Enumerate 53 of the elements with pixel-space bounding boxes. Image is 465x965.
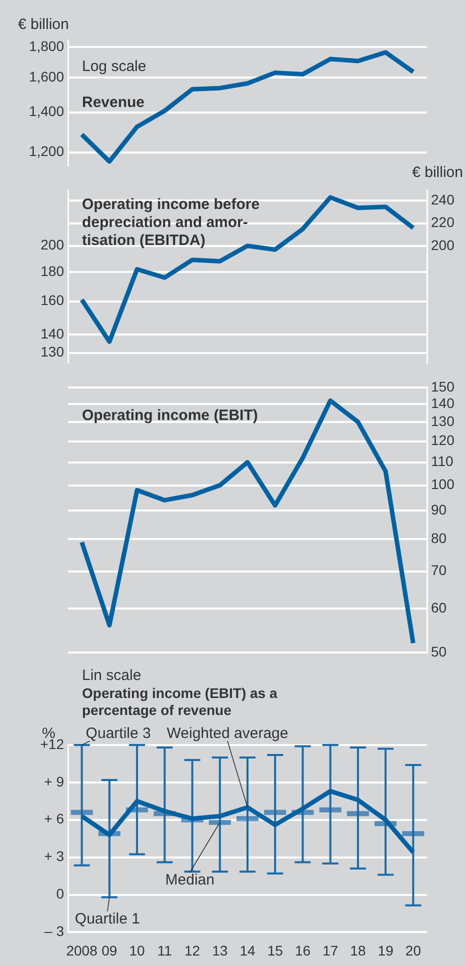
annotation: Median — [165, 871, 214, 888]
y-tick-label: 140 — [40, 325, 64, 342]
text: Operating income before depreciation and amor-tisation (EBITDA) — [82, 196, 261, 250]
y2-tick-label: 100 — [431, 476, 455, 492]
y2-tick-label: 130 — [431, 412, 455, 429]
y-tick-label: 160 — [40, 292, 64, 308]
annotation: Weighted average — [166, 725, 288, 742]
y2-tick-label: 110 — [431, 453, 454, 470]
y2-tick-label: 220 — [431, 214, 455, 230]
y2-tick-label: 60 — [431, 599, 447, 616]
y-tick-label: 180 — [40, 262, 64, 279]
x-tick-label: 16 — [294, 942, 311, 958]
x-tick-label: 09 — [102, 942, 118, 958]
x-tick-label: 18 — [350, 942, 366, 958]
text: Revenue — [82, 94, 146, 112]
y2-tick-label: 140 — [431, 394, 455, 411]
y2-axis-title: € billion — [412, 164, 463, 182]
y2-tick-label: 80 — [431, 530, 447, 546]
x-tick-label: 12 — [184, 942, 200, 958]
y2-tick-label: 120 — [431, 432, 455, 448]
y2-tick-label: 50 — [431, 643, 447, 660]
annotation: Quartile 3 — [86, 725, 151, 742]
x-tick-label: 14 — [240, 942, 256, 958]
annotation: Quartile 1 — [74, 910, 140, 928]
x-tick-label: 13 — [212, 942, 228, 958]
x-tick-label: 17 — [322, 942, 338, 958]
y2-tick-label: 150 — [431, 378, 455, 394]
y-tick-label: – 3 — [44, 923, 64, 940]
y2-tick-label: 90 — [431, 502, 447, 518]
y2-tick-label: 240 — [431, 191, 455, 208]
x-tick-label: 11 — [157, 942, 172, 958]
text: Operating income (EBIT) — [82, 407, 259, 425]
y-tick-label: + 9 — [44, 773, 64, 790]
y-tick-label: 1,800 — [28, 38, 64, 54]
x-tick-label: 20 — [405, 942, 422, 958]
y-tick-label: 1,400 — [28, 103, 64, 120]
y2-tick-label: 200 — [431, 236, 455, 253]
y-tick-label: 200 — [40, 236, 64, 253]
x-tick-label: 2008 — [66, 942, 98, 958]
x-tick-label: 19 — [378, 942, 394, 958]
chart-title: Operating income (EBIT) as a percentage of revenue — [82, 685, 278, 719]
y2-tick-label: 70 — [431, 562, 447, 578]
y-tick-label: + 3 — [44, 848, 64, 864]
text: Lin scale — [82, 667, 142, 685]
y-tick-label: + 6 — [44, 810, 64, 827]
y-tick-label: 130 — [40, 344, 64, 360]
annotation: Log scale — [82, 58, 146, 76]
y-tick-label: 1,200 — [28, 143, 64, 160]
y-axis-title: € billion — [18, 16, 69, 34]
y-tick-label: 0 — [56, 886, 64, 902]
x-tick-label: 10 — [129, 942, 146, 958]
y-tick-label: 1,600 — [28, 68, 64, 85]
x-tick-label: 15 — [267, 942, 284, 958]
